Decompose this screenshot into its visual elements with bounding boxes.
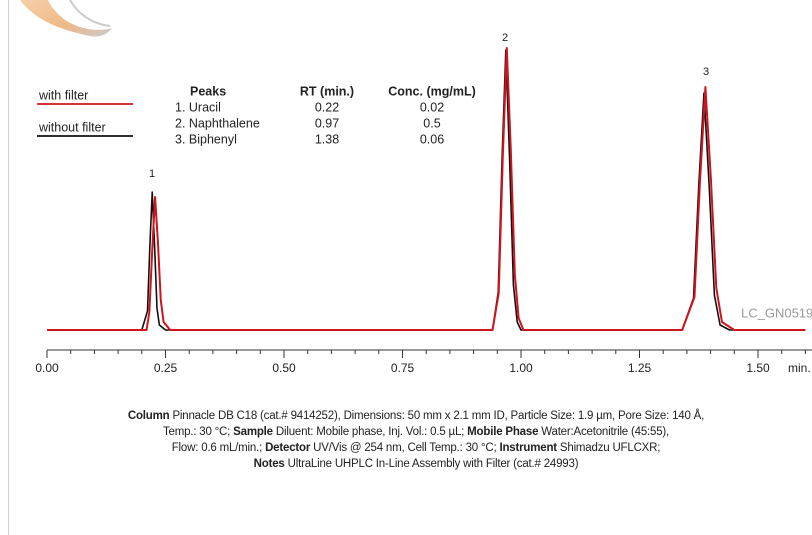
legend-label: without filter (38, 120, 106, 134)
peak-label: 1 (149, 168, 155, 180)
table-header: Peaks (190, 84, 226, 98)
x-tick-label: 0.25 (154, 361, 178, 375)
table-cell: 0.5 (423, 116, 440, 130)
note-text: UV/Vis @ 254 nm, Cell Temp.: 30 °C; (313, 442, 497, 454)
x-tick-label: 1.00 (509, 361, 533, 375)
note-label: Detector (265, 442, 311, 454)
note-line: Column Pinnacle DB C18 (cat.# 9414252), … (20, 408, 812, 424)
x-unit: min. (788, 361, 811, 375)
peak-label: 3 (703, 66, 709, 78)
note-text: Flow: 0.6 mL/min.; (171, 442, 263, 454)
watermark: LC_GN0519 (741, 305, 812, 320)
x-tick-label: 0.50 (272, 361, 296, 375)
table-header: RT (min.) (300, 84, 354, 98)
x-tick-label: 1.25 (628, 361, 652, 375)
x-tick-label: 0.00 (35, 361, 59, 375)
smoke-decoration (69, 0, 111, 27)
x-tick-label: 0.75 (391, 361, 415, 375)
smoke-decoration (20, 0, 112, 37)
table-cell: 2. Naphthalene (175, 116, 260, 130)
note-text: Shimadzu UFLCXR; (559, 442, 661, 454)
note-line: Temp.: 30 °C; Sample Diluent: Mobile pha… (20, 424, 812, 440)
note-text: Water:Acetonitrile (45:55), (541, 426, 670, 438)
note-label: Mobile Phase (467, 426, 539, 438)
note-text: Temp.: 30 °C; (162, 426, 231, 438)
table-cell: 1. Uracil (175, 100, 221, 114)
note-label: Column (127, 410, 170, 422)
table-cell: 0.22 (315, 100, 339, 114)
note-line: Notes UltraLine UHPLC In-Line Assembly w… (20, 456, 812, 472)
table-cell: 1.38 (315, 132, 339, 146)
note-text: UltraLine UHPLC In-Line Assembly with Fi… (287, 458, 579, 470)
note-label: Instrument (499, 442, 557, 454)
table-header: Conc. (mg/mL) (388, 84, 476, 98)
table-cell: 0.97 (315, 116, 339, 130)
note-line: Flow: 0.6 mL/min.; Detector UV/Vis @ 254… (20, 440, 812, 456)
note-text: Pinnacle DB C18 (cat.# 9414252), Dimensi… (172, 410, 705, 422)
trace (47, 47, 806, 331)
note-text: Diluent: Mobile phase, Inj. Vol.: 0.5 µL… (275, 426, 465, 438)
table-cell: 0.06 (420, 132, 444, 146)
peak-label: 2 (502, 32, 508, 44)
table-cell: 0.02 (420, 100, 444, 114)
note-label: Notes (253, 458, 285, 470)
legend-label: with filter (38, 88, 88, 102)
notes: Column Pinnacle DB C18 (cat.# 9414252), … (20, 408, 812, 472)
table-cell: 3. Biphenyl (175, 132, 237, 146)
x-tick-label: 1.50 (746, 361, 770, 375)
trace (47, 49, 806, 331)
note-label: Sample (233, 426, 273, 438)
